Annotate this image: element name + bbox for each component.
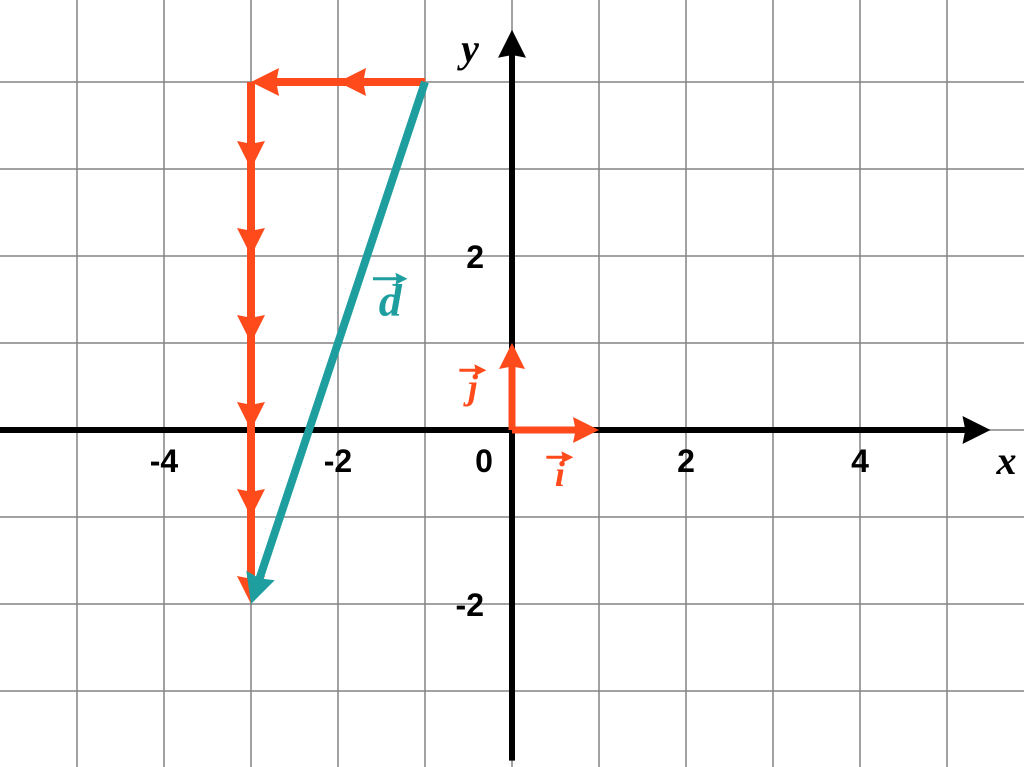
y-tick-label: 2 (466, 239, 484, 275)
x-axis-label: x (996, 438, 1017, 483)
x-tick-label: 4 (851, 443, 869, 479)
unit-vectors (499, 343, 599, 443)
axes (0, 30, 990, 761)
x-tick-label: 0 (475, 443, 493, 479)
vector-diagram: -4-20242-2 xy dij (0, 0, 1024, 767)
x-tick-label: -4 (150, 443, 179, 479)
decomposition-vectors (237, 68, 425, 604)
x-tick-label: 2 (677, 443, 695, 479)
y-tick-label: -2 (456, 587, 484, 623)
x-tick-label: -2 (324, 443, 352, 479)
axis-labels: xy (457, 26, 1016, 483)
vector-labels: dij (373, 273, 573, 494)
y-axis-label: y (457, 26, 479, 71)
